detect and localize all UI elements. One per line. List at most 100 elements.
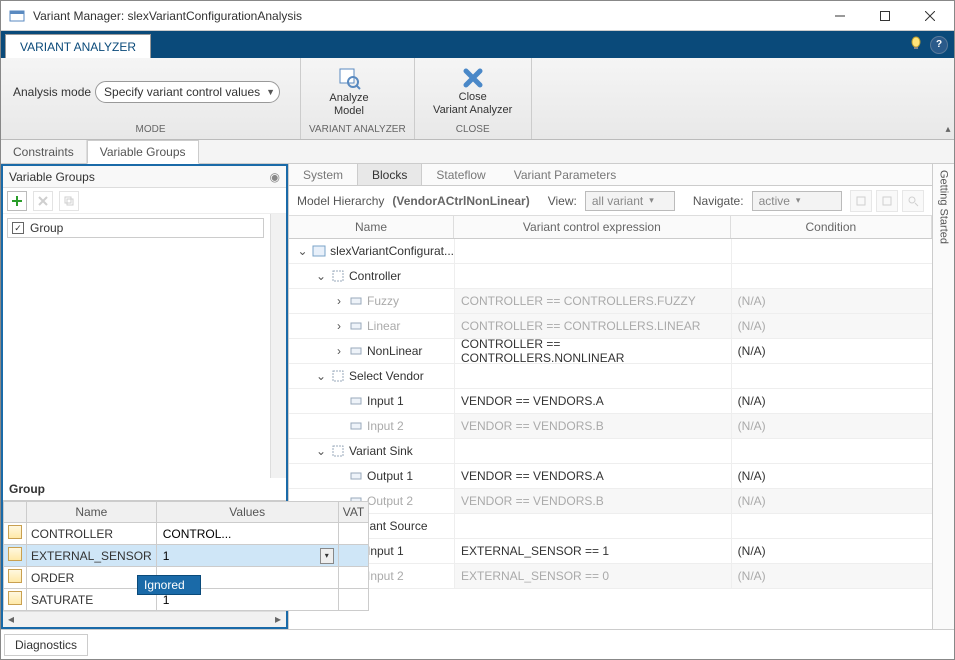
node-cond bbox=[731, 514, 932, 538]
node-expr bbox=[454, 364, 731, 388]
close-analyzer-button[interactable]: Close Variant Analyzer bbox=[423, 62, 523, 122]
tab-variant-analyzer[interactable]: VARIANT ANALYZER bbox=[5, 34, 151, 58]
var-value-input[interactable] bbox=[161, 548, 320, 564]
tree-row[interactable]: ⌄ Variant Sink bbox=[289, 439, 932, 464]
add-group-button[interactable] bbox=[7, 191, 27, 211]
delete-group-button[interactable] bbox=[33, 191, 53, 211]
expander-icon[interactable]: ⌄ bbox=[315, 444, 327, 458]
tab-variable-groups[interactable]: Variable Groups bbox=[87, 140, 199, 164]
tree-row[interactable]: ⌄ Controller bbox=[289, 264, 932, 289]
tree-row[interactable]: Output 2VENDOR == VENDORS.B(N/A) bbox=[289, 489, 932, 514]
group-item[interactable]: Group bbox=[7, 218, 264, 238]
col-name[interactable]: Name bbox=[27, 502, 157, 523]
ribbon-group-close-label: CLOSE bbox=[423, 124, 523, 137]
search-button[interactable] bbox=[902, 190, 924, 212]
node-expr: EXTERNAL_SENSOR == 1 bbox=[454, 539, 731, 563]
dropdown-popup[interactable]: Ignored bbox=[137, 575, 201, 595]
chevron-down-icon: ▼ bbox=[266, 87, 275, 97]
col-vat[interactable]: VAT bbox=[338, 502, 369, 523]
nav-picker[interactable]: active ▾ bbox=[752, 191, 842, 211]
node-label: Controller bbox=[349, 269, 401, 283]
analyze-model-button[interactable]: Analyze Model bbox=[309, 62, 389, 122]
tree-row[interactable]: ›LinearCONTROLLER == CONTROLLERS.LINEAR(… bbox=[289, 314, 932, 339]
block-icon bbox=[349, 469, 363, 483]
mh-label: Model Hierarchy bbox=[297, 194, 384, 208]
tree-row[interactable]: ⌄Variant Source bbox=[289, 514, 932, 539]
col-tree-expr[interactable]: Variant control expression bbox=[454, 216, 731, 238]
tree-row[interactable]: ›FuzzyCONTROLLER == CONTROLLERS.FUZZY(N/… bbox=[289, 289, 932, 314]
grid-section-label: Group bbox=[3, 478, 286, 500]
rtab-system[interactable]: System bbox=[289, 164, 357, 185]
col-values[interactable]: Values bbox=[156, 502, 338, 523]
analysis-mode-value: Specify variant control values bbox=[104, 85, 260, 99]
toolstrip-tab-row: VARIANT ANALYZER ? bbox=[1, 31, 954, 58]
node-expr: VENDOR == VENDORS.B bbox=[454, 489, 731, 513]
diagnostics-tab[interactable]: Diagnostics bbox=[4, 634, 88, 656]
expander-icon[interactable]: ⌄ bbox=[297, 244, 308, 258]
panel-menu-icon[interactable]: ◉ bbox=[270, 170, 280, 184]
grid-row[interactable]: EXTERNAL_SENSOR▾ bbox=[4, 545, 369, 567]
right-panel: System Blocks Stateflow Variant Paramete… bbox=[288, 164, 932, 629]
node-cond: (N/A) bbox=[731, 289, 932, 313]
node-cond bbox=[731, 264, 932, 288]
node-label: Variant Sink bbox=[349, 444, 413, 458]
rtab-vparams[interactable]: Variant Parameters bbox=[500, 164, 631, 185]
var-value-input[interactable] bbox=[161, 526, 334, 542]
view-label: View: bbox=[548, 194, 577, 208]
expander-icon[interactable]: › bbox=[333, 344, 345, 358]
copy-group-button[interactable] bbox=[59, 191, 79, 211]
rtab-blocks[interactable]: Blocks bbox=[357, 164, 422, 185]
tree-row[interactable]: ⌄Select Vendor bbox=[289, 364, 932, 389]
chevron-down-icon: ▾ bbox=[796, 195, 801, 206]
tree-row[interactable]: Input 1EXTERNAL_SENSOR == 1(N/A) bbox=[289, 539, 932, 564]
group-checkbox[interactable] bbox=[12, 222, 24, 234]
nav-prev-button[interactable] bbox=[850, 190, 872, 212]
node-cond: (N/A) bbox=[731, 339, 932, 363]
node-label: Output 1 bbox=[367, 469, 413, 483]
tree-row[interactable]: Input 1VENDOR == VENDORS.A(N/A) bbox=[289, 389, 932, 414]
block-icon bbox=[312, 244, 326, 258]
tree-row[interactable]: ›NonLinearCONTROLLER == CONTROLLERS.NONL… bbox=[289, 339, 932, 364]
col-tree-cond[interactable]: Condition bbox=[731, 216, 932, 238]
nav-value: active bbox=[759, 194, 790, 208]
bottom-bar: Diagnostics bbox=[1, 629, 954, 659]
nav-next-button[interactable] bbox=[876, 190, 898, 212]
close-icon bbox=[462, 67, 484, 89]
ribbon-collapse-handle[interactable]: ▴ bbox=[942, 58, 954, 139]
col-tree-name[interactable]: Name bbox=[289, 216, 454, 238]
var-vat bbox=[338, 567, 369, 589]
getting-started-tab[interactable]: Getting Started bbox=[932, 164, 954, 629]
close-button[interactable] bbox=[907, 1, 952, 30]
node-label: Input 1 bbox=[367, 544, 404, 558]
expander-icon[interactable]: › bbox=[333, 294, 345, 308]
help-icon[interactable]: ? bbox=[930, 36, 948, 54]
tree-row[interactable]: Input 2VENDOR == VENDORS.B(N/A) bbox=[289, 414, 932, 439]
expander-icon[interactable]: › bbox=[333, 319, 345, 333]
tree-row[interactable]: ⌄slexVariantConfigurat... bbox=[289, 239, 932, 264]
ribbon: Analysis mode Specify variant control va… bbox=[1, 58, 954, 140]
groups-list: Group bbox=[3, 214, 286, 478]
minimize-button[interactable] bbox=[817, 1, 862, 30]
value-dropdown-button[interactable]: ▾ bbox=[320, 548, 334, 564]
tab-constraints[interactable]: Constraints bbox=[1, 140, 87, 163]
getting-started-label: Getting Started bbox=[938, 170, 950, 244]
block-icon bbox=[331, 369, 345, 383]
left-hscroll[interactable]: ◂▸ bbox=[3, 611, 286, 627]
node-cond bbox=[731, 439, 932, 463]
tree-row[interactable]: Output 1VENDOR == VENDORS.A(N/A) bbox=[289, 464, 932, 489]
block-icon bbox=[331, 444, 345, 458]
tree-row[interactable]: Input 2EXTERNAL_SENSOR == 0(N/A) bbox=[289, 564, 932, 589]
main-body: Variable Groups ◉ Group Group bbox=[1, 164, 954, 629]
expander-icon[interactable]: ⌄ bbox=[315, 369, 327, 383]
lightbulb-icon[interactable] bbox=[908, 35, 924, 54]
groups-scrollbar[interactable] bbox=[270, 214, 286, 478]
analysis-mode-combo[interactable]: Specify variant control values ▼ bbox=[95, 81, 280, 103]
node-expr bbox=[454, 514, 731, 538]
grid-row[interactable]: CONTROLLER bbox=[4, 523, 369, 545]
expander-icon[interactable]: ⌄ bbox=[315, 269, 327, 283]
rtab-stateflow[interactable]: Stateflow bbox=[422, 164, 499, 185]
left-panel-title: Variable Groups bbox=[9, 170, 95, 184]
tree-body: ⌄slexVariantConfigurat...⌄Controller›Fuz… bbox=[289, 239, 932, 629]
maximize-button[interactable] bbox=[862, 1, 907, 30]
view-picker[interactable]: all variant▾ bbox=[585, 191, 675, 211]
